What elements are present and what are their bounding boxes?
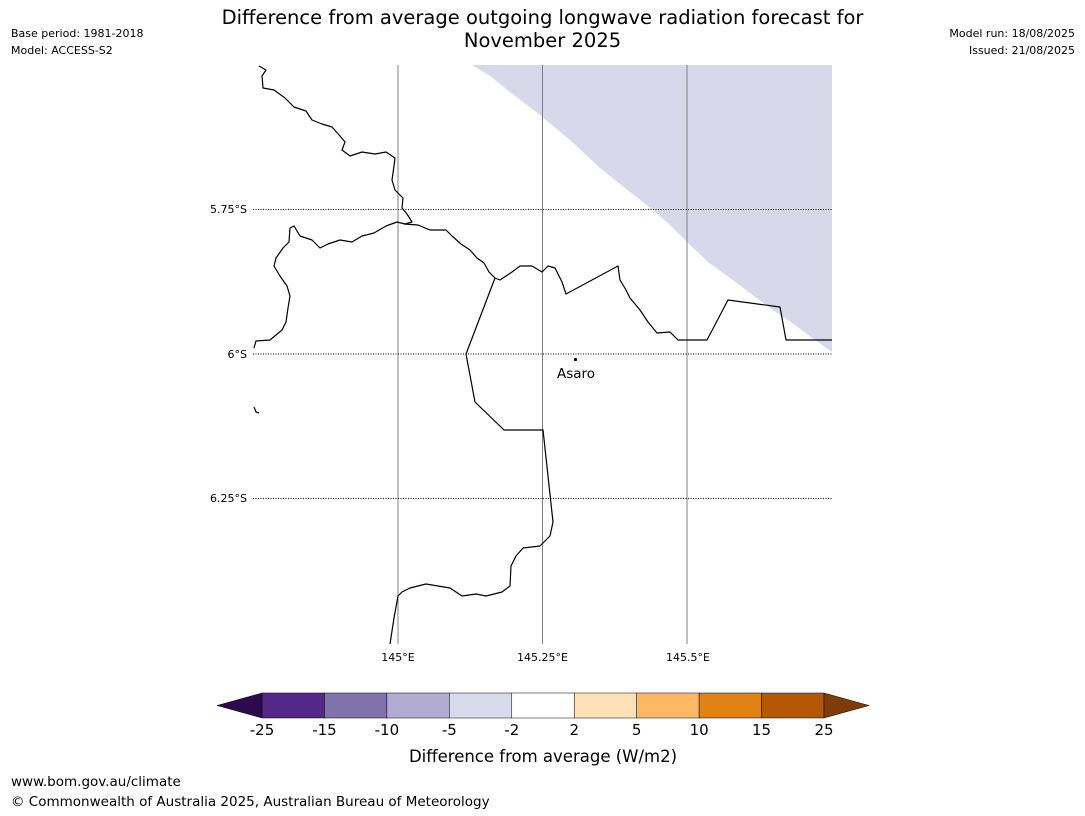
issued-text: Issued: 21/08/2025 xyxy=(968,44,1075,57)
lon-label-145-25: 145.25°E xyxy=(517,651,568,664)
colorbar-under-triangle xyxy=(216,692,263,719)
lon-label-145: 145°E xyxy=(381,651,414,664)
boundary-fragment-west xyxy=(253,406,260,414)
map-title: Difference from average outgoing longwav… xyxy=(0,6,1085,52)
copyright-text: © Commonwealth of Australia 2025, Austra… xyxy=(11,794,490,810)
colorbar-tick-label: 5 xyxy=(632,721,642,739)
colorbar-bin xyxy=(636,692,700,719)
colorbar-tick-label: 2 xyxy=(569,721,579,739)
asaro-label: Asaro xyxy=(557,366,595,382)
map-panel: Asaro 5.75°S 6°S 6.25°S 145°E 145.25°E 1… xyxy=(210,65,832,664)
colorbar-tick-label: 15 xyxy=(752,721,771,739)
lat-label-5-75: 5.75°S xyxy=(210,203,247,216)
colorbar-over-triangle xyxy=(823,692,870,719)
model-text: Model: ACCESS-S2 xyxy=(11,44,113,57)
title-line-2: November 2025 xyxy=(463,29,622,52)
website-text: www.bom.gov.au/climate xyxy=(11,774,181,790)
lon-label-145-5: 145.5°E xyxy=(666,651,710,664)
colorbar-bin xyxy=(698,692,762,719)
boundary-central-north xyxy=(403,223,832,341)
base-period-text: Base period: 1981-2018 xyxy=(11,27,144,40)
colorbar-tick-label: -15 xyxy=(312,721,337,739)
asaro-marker xyxy=(573,357,578,362)
title-line-1: Difference from average outgoing longwav… xyxy=(221,6,864,29)
lat-label-6: 6°S xyxy=(228,348,247,361)
colorbar-bin xyxy=(324,692,388,719)
boundary-southeast xyxy=(389,277,554,645)
colorbar-tick-label: -10 xyxy=(375,721,400,739)
colorbar-tick-label: 25 xyxy=(814,721,833,739)
colorbar-tick-label: -5 xyxy=(442,721,457,739)
colorbar-label: Difference from average (W/m2) xyxy=(409,747,677,766)
colorbar-bin xyxy=(761,692,825,719)
colorbar-tick-label: 10 xyxy=(690,721,709,739)
boundary-northwest xyxy=(253,65,413,349)
colorbar-bin xyxy=(511,692,575,719)
model-run-text: Model run: 18/08/2025 xyxy=(949,27,1075,40)
colorbar-bin xyxy=(386,692,450,719)
anomaly-region xyxy=(472,65,832,352)
forecast-meta-left: Base period: 1981-2018 Model: ACCESS-S2 xyxy=(11,25,143,59)
colorbar-tick-label: -25 xyxy=(250,721,275,739)
colorbar-tick-label: -2 xyxy=(504,721,519,739)
colorbar: -25 -15 -10 -5 -2 2 5 10 15 25 Difference from av… xyxy=(216,692,870,766)
lat-label-6-25: 6.25°S xyxy=(210,492,247,505)
forecast-meta-right: Model run: 18/08/2025 Issued: 21/08/2025 xyxy=(949,25,1075,59)
colorbar-bin xyxy=(261,692,325,719)
colorbar-bin xyxy=(449,692,513,719)
colorbar-bin xyxy=(573,692,637,719)
